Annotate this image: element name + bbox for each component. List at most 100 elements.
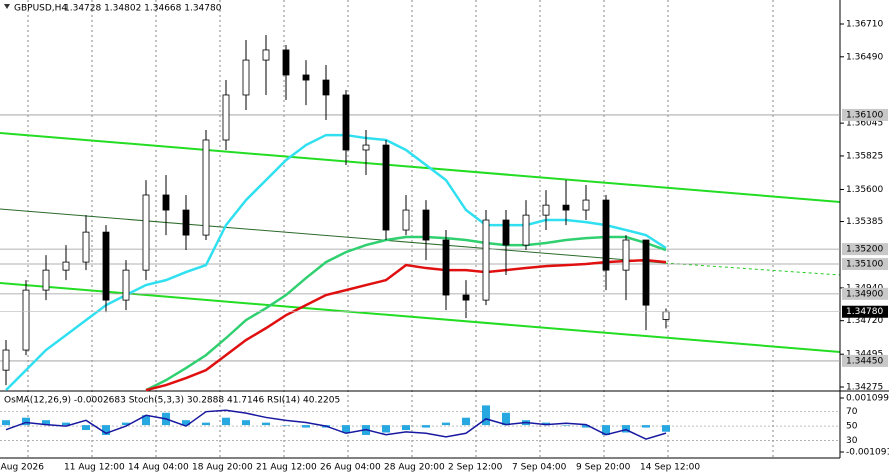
candle-body: [122, 269, 130, 301]
osc-tick-label: -0.001091: [846, 448, 889, 458]
osma-bar: [222, 417, 230, 426]
candle-body: [142, 194, 150, 271]
candle-body: [262, 49, 270, 61]
osma-bar: [82, 425, 90, 431]
candle-body: [662, 311, 670, 320]
header-ohlc: 1.34728 1.34802 1.34668 1.34780: [64, 4, 222, 14]
candle-body: [62, 261, 70, 271]
osma-bar: [562, 425, 570, 426]
candle-body: [502, 219, 510, 246]
current-price-label: 1.34780: [846, 307, 883, 317]
candle-body: [622, 239, 630, 271]
y-tick-label: 1.34720: [846, 316, 883, 326]
osma-bar: [662, 425, 670, 432]
level-box: [842, 354, 888, 367]
candle-body: [422, 209, 430, 241]
osma-bar: [242, 420, 250, 426]
level-label: 1.34900: [846, 289, 883, 299]
osma-bar: [542, 422, 550, 426]
rsi-tick-label: 70: [846, 407, 858, 417]
candle-body: [342, 94, 350, 151]
osc-tick-label: 0.0010994: [846, 394, 889, 404]
header-icon: [4, 4, 10, 9]
channel-bottom: [0, 282, 841, 353]
osma-bar: [182, 420, 190, 426]
level-label: 1.35200: [846, 245, 883, 255]
candle-body: [302, 74, 310, 81]
moving-average: [5, 133, 667, 392]
y-tick-label: 1.34495: [846, 350, 883, 360]
candle-body: [82, 231, 90, 263]
osma-bar: [422, 425, 430, 428]
osma-bar: [142, 415, 150, 426]
candle-body: [442, 239, 450, 296]
x-tick-label: 9 Sep 20:00: [576, 463, 631, 473]
candle-body: [42, 269, 50, 291]
osma-bar: [282, 425, 290, 426]
osma-bar: [382, 425, 390, 433]
level-label: 1.36100: [846, 110, 883, 120]
level-box: [842, 108, 888, 121]
level-box: [842, 287, 888, 300]
x-tick-label: 14 Sep 12:00: [640, 463, 700, 473]
osma-bar: [342, 425, 350, 433]
level-box: [842, 243, 888, 256]
y-tick-label: 1.35385: [846, 217, 883, 227]
candle-body: [162, 194, 170, 211]
level-box: [842, 258, 888, 271]
osma-bar: [302, 425, 310, 428]
osma-bar: [42, 420, 50, 426]
candle-body: [482, 219, 490, 301]
osma-bar: [402, 425, 410, 431]
candle-body: [282, 49, 290, 76]
candle-body: [602, 199, 610, 271]
osma-bar: [462, 417, 470, 426]
osma-bar: [642, 425, 650, 428]
candle-body: [642, 239, 650, 306]
x-tick-label: 7 Sep 04:00: [512, 463, 567, 473]
y-tick-label: 1.34275: [846, 383, 883, 393]
candle-body: [222, 94, 230, 141]
candle-body: [562, 204, 570, 211]
candle-body: [22, 289, 30, 351]
candle-body: [542, 204, 550, 216]
channel-mid-ext: [664, 262, 841, 276]
candle-body: [522, 214, 530, 246]
y-tick-label: 1.35825: [846, 151, 883, 161]
candle-body: [362, 144, 370, 151]
osma-bar: [62, 422, 70, 426]
moving-average: [145, 235, 667, 392]
osma-bar: [202, 422, 210, 426]
x-tick-label: 2 Sep 12:00: [448, 463, 503, 473]
osma-bar: [622, 425, 630, 433]
rsi-tick-label: 30: [846, 436, 858, 446]
x-tick-label: 18 Aug 20:00: [192, 463, 253, 473]
rsi-tick-label: 50: [846, 422, 858, 432]
y-tick-label: 1.36710: [846, 20, 883, 30]
y-tick-label: 1.36490: [846, 52, 883, 62]
osma-bar: [122, 422, 130, 426]
y-tick-label: 1.35600: [846, 185, 883, 195]
oscillator-header: OsMA(12,26,9) -0.0002683 Stoch(5,3,3) 30…: [4, 396, 340, 406]
osma-bar: [502, 412, 510, 426]
x-tick-label: 26 Aug 04:00: [320, 463, 381, 473]
osma-bar: [2, 420, 10, 426]
candle-body: [582, 199, 590, 211]
candle-body: [462, 294, 470, 301]
x-tick-label: 21 Aug 12:00: [256, 463, 317, 473]
candle-body: [402, 209, 410, 231]
osma-bar: [22, 417, 30, 426]
osma-bar: [602, 425, 610, 435]
candle-body: [382, 144, 390, 231]
chart-title: GBPUSD,H4: [14, 4, 67, 14]
candle-body: [322, 79, 330, 96]
osma-bar: [482, 405, 490, 426]
osma-bar: [262, 422, 270, 426]
vertical-grid: [27, 0, 774, 458]
level-label: 1.35100: [846, 260, 883, 270]
candle-body: [182, 209, 190, 236]
x-tick-label: 6 Aug 2026: [0, 463, 44, 473]
x-tick-label: 14 Aug 04:00: [128, 463, 189, 473]
y-tick-label: 1.36045: [846, 119, 883, 129]
